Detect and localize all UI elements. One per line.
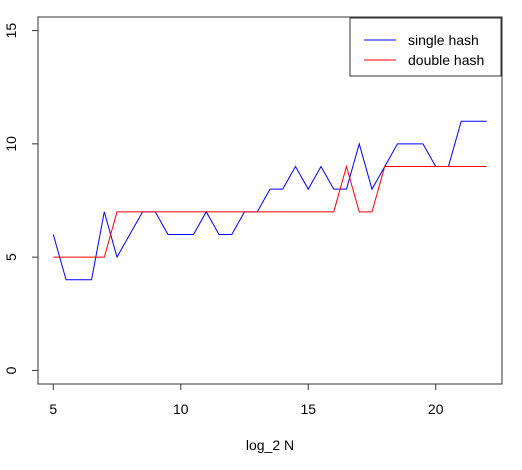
y-tick-label: 10 [3, 136, 19, 152]
x-tick-label: 5 [49, 401, 57, 417]
y-tick-label: 5 [3, 253, 19, 261]
legend-label-single-hash: single hash [408, 32, 479, 48]
x-tick-label: 10 [173, 401, 189, 417]
series-layer [52, 120, 487, 281]
legend-box [349, 17, 502, 77]
x-axis-label: log_2 N [246, 437, 294, 453]
legend: single hash double hash [349, 17, 502, 77]
series-line-single-hash [52, 120, 487, 281]
legend-label-double-hash: double hash [408, 52, 484, 68]
x-tick-label: 15 [300, 401, 316, 417]
y-tick-label: 0 [3, 366, 19, 374]
x-axis: 5 10 15 20 [49, 383, 444, 417]
x-tick-label: 20 [428, 401, 444, 417]
y-tick-label: 15 [3, 23, 19, 39]
series-line-double-hash [53, 164, 487, 258]
y-axis: 0 5 10 15 [3, 23, 39, 374]
